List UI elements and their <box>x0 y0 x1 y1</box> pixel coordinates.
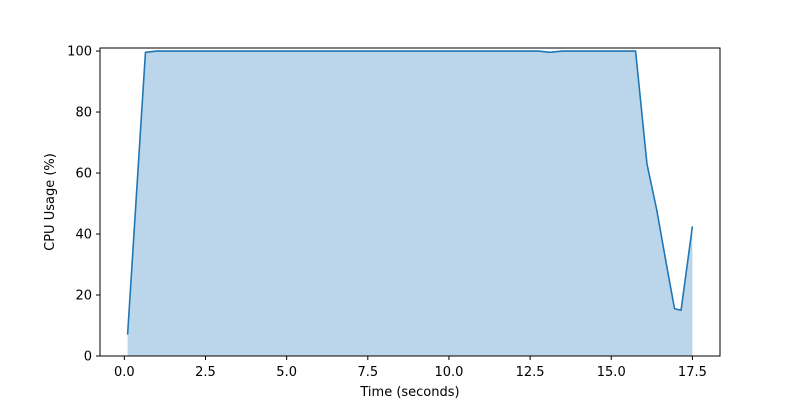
x-tick-label: 5.0 <box>276 365 297 380</box>
y-tick-label: 60 <box>75 167 92 182</box>
x-tick-label: 12.5 <box>516 365 545 380</box>
y-tick-label: 0 <box>84 350 92 365</box>
plot-area <box>126 50 694 357</box>
x-tick-label: 17.5 <box>678 365 707 380</box>
y-tick-label: 100 <box>67 45 92 60</box>
x-tick-label: 10.0 <box>434 365 463 380</box>
series-line <box>126 50 694 335</box>
series-area-fill <box>127 51 693 357</box>
y-axis-title: CPU Usage (%) <box>43 153 58 251</box>
plot-frame <box>99 47 721 357</box>
x-tick-label: 2.5 <box>195 365 216 380</box>
y-tick-label: 20 <box>75 289 92 304</box>
x-axis-ticks: 0.0 2.5 5.0 7.5 10.0 12.5 15.0 17.5 <box>114 356 707 380</box>
x-tick-label: 15.0 <box>597 365 626 380</box>
x-tick-label: 7.5 <box>357 365 378 380</box>
x-axis-title: Time (seconds) <box>359 385 459 400</box>
x-tick-label: 0.0 <box>114 365 135 380</box>
y-tick-label: 80 <box>75 106 92 121</box>
y-axis-ticks: 0 20 40 60 80 100 <box>67 45 100 365</box>
y-tick-label: 40 <box>75 228 92 243</box>
axes <box>99 47 721 357</box>
